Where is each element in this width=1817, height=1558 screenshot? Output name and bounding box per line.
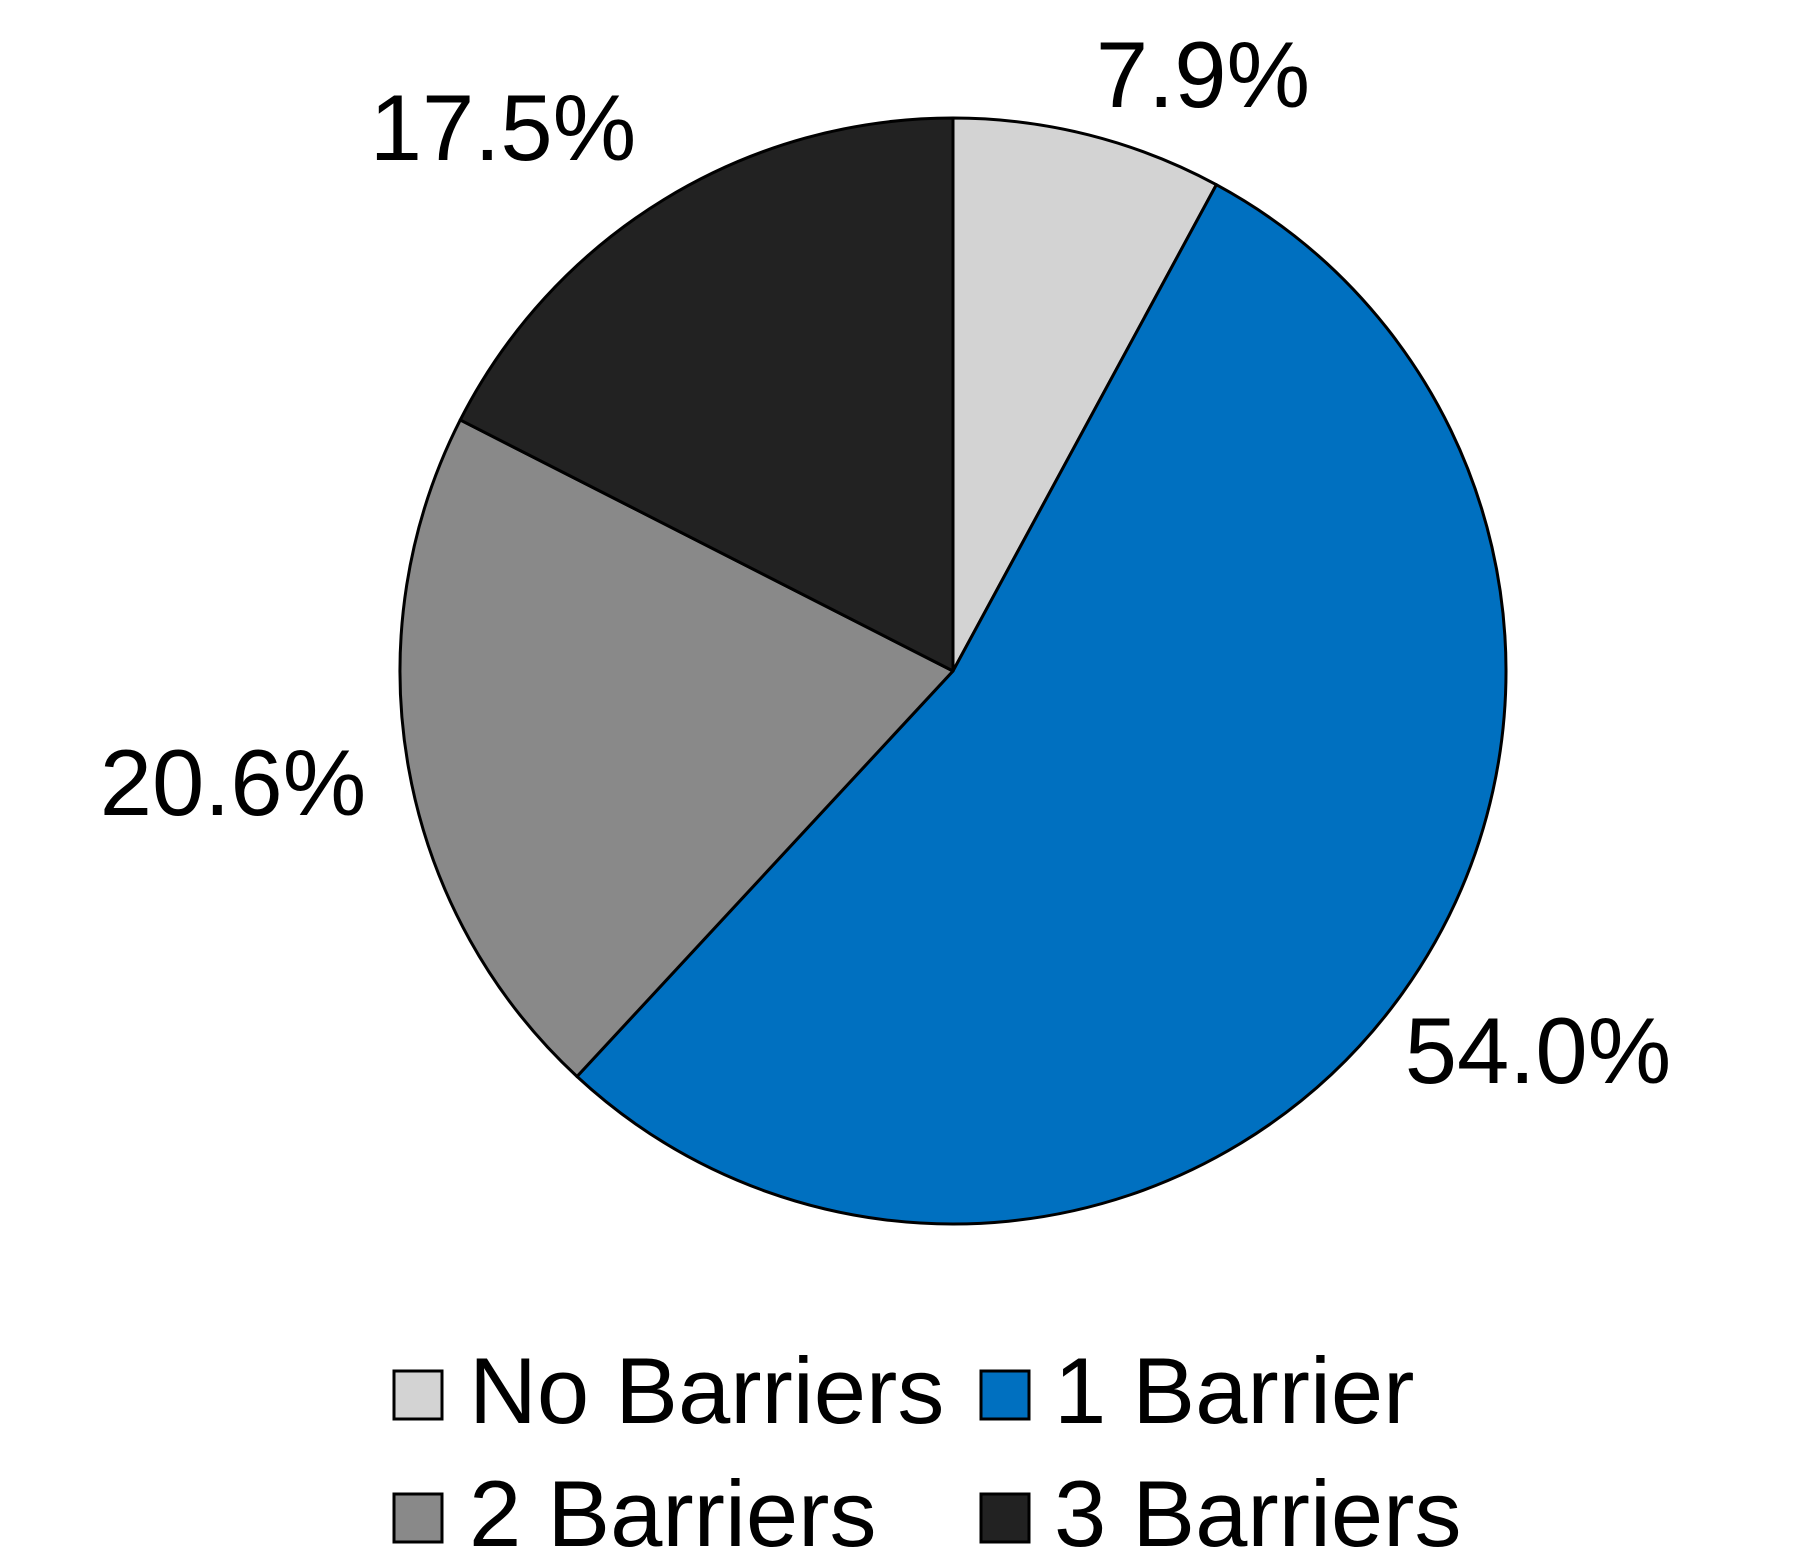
value-label-3-barriers: 17.5%: [370, 75, 637, 180]
legend-swatch-3-barriers: [981, 1494, 1029, 1542]
value-label-1-barrier: 54.0%: [1405, 998, 1672, 1103]
legend-item-2-barriers: 2 Barriers: [394, 1461, 876, 1558]
pie-slices: [400, 118, 1506, 1224]
legend: No Barriers 1 Barrier 2 Barriers 3 Barriers: [394, 1338, 1461, 1558]
legend-item-no-barriers: No Barriers: [394, 1338, 944, 1443]
legend-label-2-barriers: 2 Barriers: [469, 1461, 876, 1558]
legend-swatch-no-barriers: [394, 1371, 442, 1419]
legend-label-1-barrier: 1 Barrier: [1054, 1338, 1414, 1443]
value-label-2-barriers: 20.6%: [100, 730, 367, 835]
legend-item-1-barrier: 1 Barrier: [981, 1338, 1414, 1443]
legend-label-no-barriers: No Barriers: [469, 1338, 944, 1443]
legend-label-3-barriers: 3 Barriers: [1054, 1461, 1461, 1558]
value-label-no-barriers: 7.9%: [1096, 22, 1310, 127]
legend-item-3-barriers: 3 Barriers: [981, 1461, 1461, 1558]
legend-swatch-1-barrier: [981, 1371, 1029, 1419]
legend-swatch-2-barriers: [394, 1494, 442, 1542]
